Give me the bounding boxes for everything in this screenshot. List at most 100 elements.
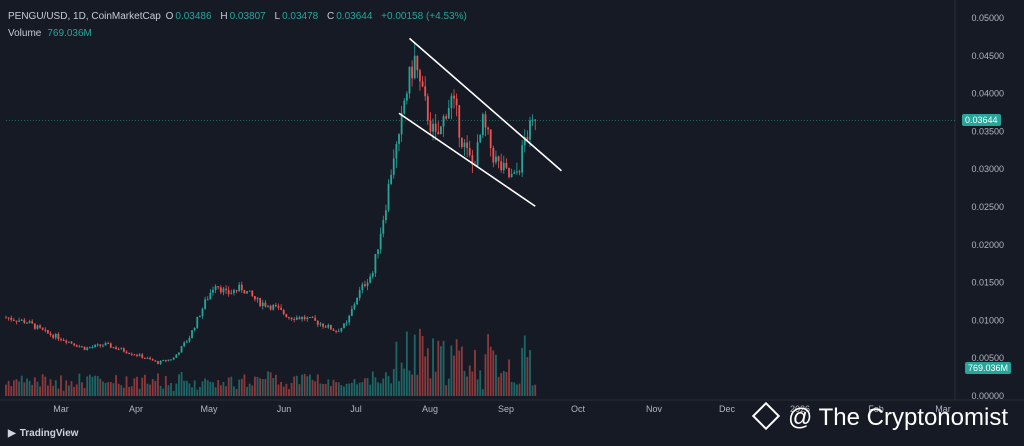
volume-bar (301, 374, 303, 396)
volume-bar (340, 385, 343, 396)
volume-bar (421, 335, 424, 396)
candle-body (288, 317, 290, 319)
candle-body (44, 329, 47, 331)
candle-body (149, 357, 151, 360)
volume-bar (52, 385, 55, 396)
candle-body (81, 346, 83, 348)
candle-body (290, 317, 293, 320)
candle-body (26, 322, 28, 324)
candle-body (481, 114, 484, 136)
candle-body (390, 174, 393, 184)
candle-body (193, 327, 196, 331)
candle-body (49, 333, 52, 335)
volume-bar (442, 340, 445, 396)
candle-body (324, 326, 327, 328)
volume-bar (523, 335, 526, 396)
candle-body (201, 308, 204, 317)
volume-bar (408, 370, 411, 396)
volume-bar (222, 381, 225, 396)
volume-bar (88, 374, 91, 396)
volume-bar (481, 389, 484, 396)
volume-bar (149, 384, 151, 396)
volume-bar (369, 384, 372, 396)
volume-bar (10, 386, 13, 396)
candle-body (256, 298, 259, 300)
volume-bar (125, 376, 128, 396)
candle-body (233, 290, 235, 293)
candle-body (39, 325, 41, 328)
candle-body (379, 233, 382, 250)
candle-body (112, 347, 115, 349)
candle-body (405, 93, 408, 101)
volume-bar (353, 379, 356, 396)
volume-bar (75, 384, 78, 396)
y-tick-label: 0.01000 (971, 315, 1004, 325)
candle-body (123, 348, 125, 352)
candle-body (52, 334, 55, 338)
candle-body (141, 354, 144, 358)
candle-body (102, 345, 104, 347)
volume-bar (183, 380, 186, 396)
candle-body (366, 282, 369, 287)
candle-body (31, 321, 34, 324)
candle-body (369, 276, 372, 283)
candle-body (133, 354, 136, 356)
volume-bar (107, 382, 110, 396)
candle-body (400, 113, 403, 135)
candle-body (387, 183, 390, 211)
candle-body (329, 324, 332, 330)
candle-body (240, 284, 243, 291)
volume-bar (151, 379, 154, 396)
volume-bar (219, 385, 222, 396)
volume-bar (102, 381, 104, 396)
candle-body (293, 319, 296, 321)
candle-body (267, 305, 269, 307)
candle-body (526, 137, 529, 140)
volume-bar (437, 340, 440, 396)
x-tick-label: Oct (571, 404, 586, 414)
candle-body (272, 304, 275, 310)
volume-bar (188, 383, 191, 396)
candle-body (117, 349, 120, 351)
candle-body (413, 55, 416, 79)
candle-body (319, 323, 322, 325)
candle-body (62, 339, 65, 341)
volume-bar (476, 379, 479, 396)
volume-bar (411, 374, 413, 396)
candle-body (484, 114, 487, 128)
candle-body (248, 290, 251, 292)
volume-bar (400, 362, 403, 396)
candle-body (12, 319, 15, 321)
candle-body (15, 320, 18, 322)
candle-body (104, 343, 107, 346)
candle-body (109, 343, 112, 348)
volume-bar (264, 379, 267, 396)
volume-bar (196, 389, 199, 396)
candle-body (471, 155, 474, 165)
candle-body (7, 317, 10, 319)
volume-bar (356, 384, 358, 396)
candle-body (227, 290, 230, 294)
candle-body (217, 286, 220, 288)
volume-bar (377, 382, 379, 396)
volume-bar (78, 373, 81, 396)
y-tick-label: 0.00500 (971, 353, 1004, 363)
volume-bar (193, 380, 196, 396)
candle-body (5, 317, 7, 319)
x-tick-label: Nov (646, 404, 663, 414)
volume-bar (398, 381, 400, 396)
candle-body (332, 329, 335, 331)
y-tick-label: 0.03500 (971, 126, 1004, 136)
candle-body (94, 344, 96, 347)
volume-bar (212, 382, 214, 396)
candle-body (518, 171, 521, 173)
volume-bar (157, 373, 159, 396)
volume-bar (178, 374, 180, 396)
open-value: 0.03486 (175, 11, 212, 22)
volume-bar (316, 374, 319, 396)
volume-bar (104, 382, 107, 396)
volume-bar (413, 334, 416, 396)
volume-bar (529, 350, 531, 396)
candle-body (309, 316, 311, 318)
